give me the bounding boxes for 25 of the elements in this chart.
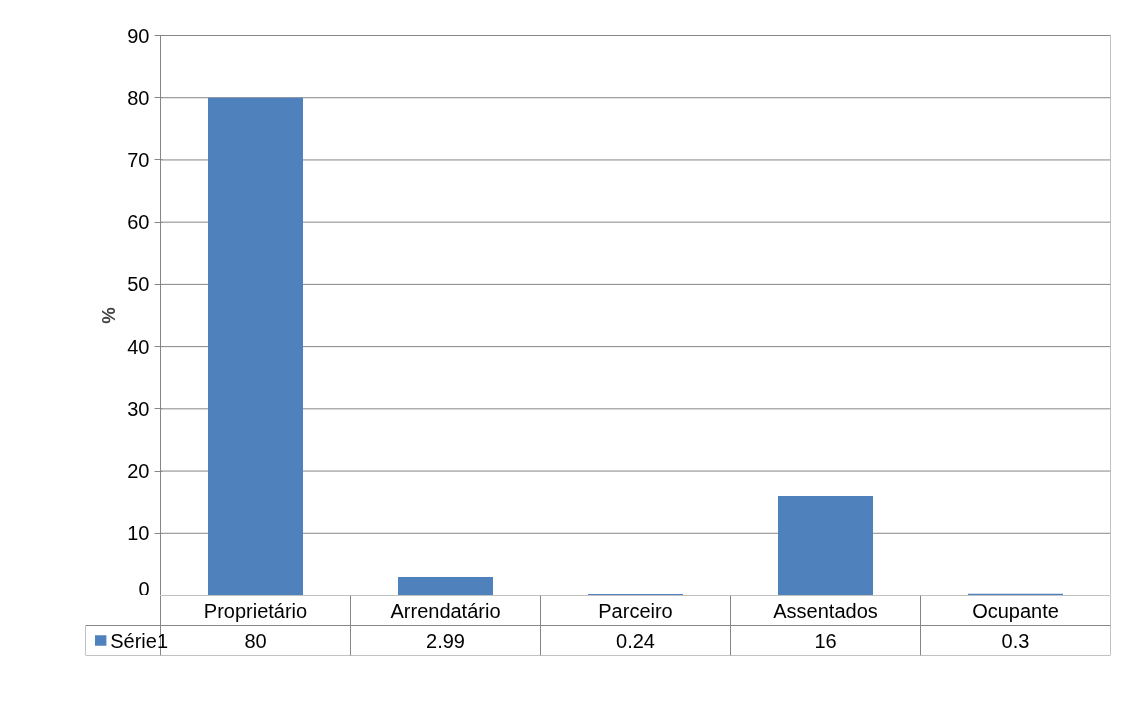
data-label: 2.99 <box>426 629 465 652</box>
x-tick-label: Parceiro <box>598 599 673 622</box>
data-label: 16 <box>814 629 837 652</box>
legend-label: Série1 <box>110 629 169 652</box>
x-tick-label: Arrendatário <box>390 599 501 622</box>
y-tick-label: 0 <box>138 577 150 600</box>
y-tick-label: 30 <box>127 397 150 420</box>
x-tick-label: Proprietário <box>203 599 308 622</box>
y-tick-label: 10 <box>127 522 150 545</box>
data-label: 0.3 <box>1001 629 1030 652</box>
y-tick-label: 40 <box>127 335 150 358</box>
data-label: 80 <box>244 629 267 652</box>
y-tick-label: 20 <box>127 460 150 483</box>
x-tick-label: Assentados <box>773 599 878 622</box>
bar <box>778 495 873 595</box>
x-tick-label: Ocupante <box>972 599 1059 622</box>
bar <box>208 97 303 595</box>
y-tick-label: 60 <box>127 211 150 234</box>
y-tick-label: 90 <box>127 24 150 47</box>
y-tick-label: 50 <box>127 273 150 296</box>
y-tick-label: 80 <box>127 86 150 109</box>
y-tick-label: 70 <box>127 148 150 171</box>
data-label: 0.24 <box>616 629 655 652</box>
bar <box>398 576 493 595</box>
y-axis-title: % <box>98 306 120 324</box>
